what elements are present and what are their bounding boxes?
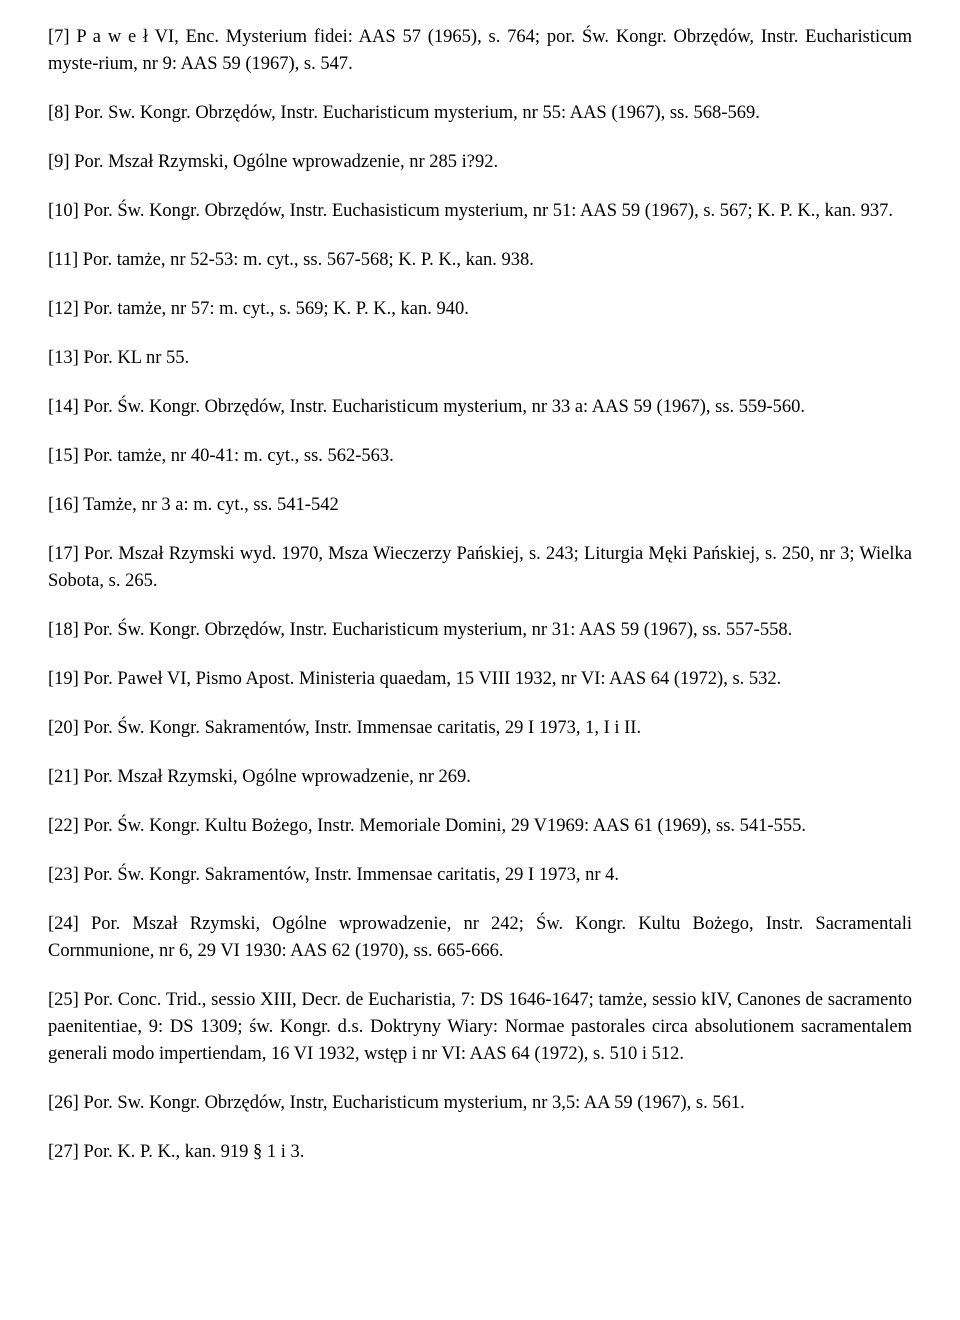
- footnote-23: [23] Por. Św. Kongr. Sakramentów, Instr.…: [48, 862, 912, 889]
- footnote-25: [25] Por. Conc. Trid., sessio XIII, Decr…: [48, 987, 912, 1068]
- footnote-20: [20] Por. Św. Kongr. Sakramentów, Instr.…: [48, 715, 912, 742]
- footnote-9: [9] Por. Mszał Rzymski, Ogólne wprowadze…: [48, 149, 912, 176]
- footnote-18: [18] Por. Św. Kongr. Obrzędów, Instr. Eu…: [48, 617, 912, 644]
- footnote-19: [19] Por. Paweł VI, Pismo Apost. Ministe…: [48, 666, 912, 693]
- footnote-8: [8] Por. Sw. Kongr. Obrzędów, Instr. Euc…: [48, 100, 912, 127]
- footnote-10: [10] Por. Św. Kongr. Obrzędów, Instr. Eu…: [48, 198, 912, 225]
- footnote-12: [12] Por. tamże, nr 57: m. cyt., s. 569;…: [48, 296, 912, 323]
- footnote-16: [16] Tamże, nr 3 a: m. cyt., ss. 541-542: [48, 492, 912, 519]
- footnote-14: [14] Por. Św. Kongr. Obrzędów, Instr. Eu…: [48, 394, 912, 421]
- footnote-27: [27] Por. K. P. K., kan. 919 § 1 i 3.: [48, 1139, 912, 1166]
- footnote-22: [22] Por. Św. Kongr. Kultu Bożego, Instr…: [48, 813, 912, 840]
- footnote-13: [13] Por. KL nr 55.: [48, 345, 912, 372]
- footnote-17: [17] Por. Mszał Rzymski wyd. 1970, Msza …: [48, 541, 912, 595]
- footnote-15: [15] Por. tamże, nr 40-41: m. cyt., ss. …: [48, 443, 912, 470]
- footnote-21: [21] Por. Mszał Rzymski, Ogólne wprowadz…: [48, 764, 912, 791]
- footnote-24: [24] Por. Mszał Rzymski, Ogólne wprowadz…: [48, 911, 912, 965]
- footnote-26: [26] Por. Sw. Kongr. Obrzędów, Instr, Eu…: [48, 1090, 912, 1117]
- footnote-7: [7] P a w e ł VI, Enc. Mysterium fidei: …: [48, 24, 912, 78]
- footnote-11: [11] Por. tamże, nr 52-53: m. cyt., ss. …: [48, 247, 912, 274]
